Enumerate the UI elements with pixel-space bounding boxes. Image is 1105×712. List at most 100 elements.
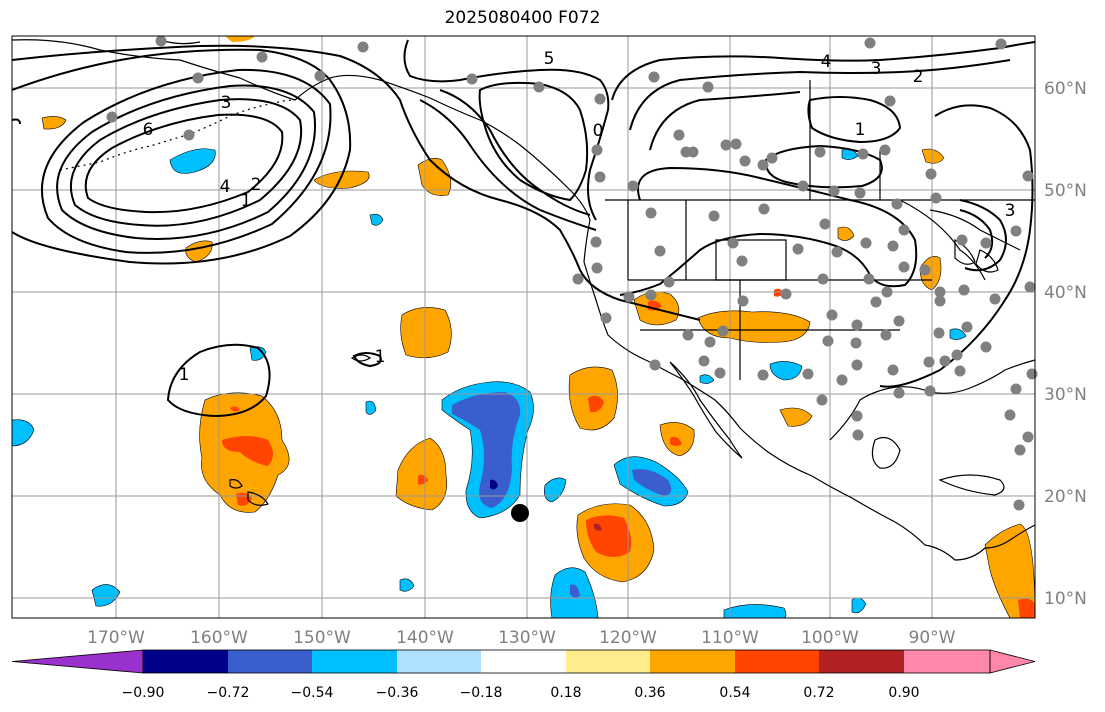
station-marker — [850, 337, 862, 349]
station-marker — [980, 341, 992, 353]
colorbar-tick-label: −0.36 — [376, 685, 419, 701]
station-marker — [816, 394, 828, 406]
strong-positive-anomaly-patch — [230, 406, 240, 412]
contour-label: 1 — [241, 191, 252, 211]
colorbar-swatch — [143, 650, 228, 673]
station-marker — [995, 38, 1007, 50]
station-marker — [623, 291, 635, 303]
negative-anomaly-patch — [169, 148, 216, 174]
longitude-label: 120°W — [599, 628, 657, 648]
station-marker — [864, 37, 876, 49]
station-marker — [802, 368, 814, 380]
positive-anomaly-patch — [395, 437, 447, 511]
negative-anomaly-patch — [365, 400, 377, 415]
contour-label: 2 — [251, 175, 262, 195]
station-marker — [594, 93, 606, 105]
station-marker — [758, 203, 770, 215]
longitude-label: 110°W — [701, 628, 759, 648]
station-marker — [314, 70, 326, 82]
station-marker — [357, 41, 369, 53]
colorbar-swatch — [904, 650, 990, 673]
station-marker — [673, 129, 685, 141]
station-marker — [466, 73, 478, 85]
station-marker — [857, 148, 869, 160]
station-marker — [1010, 225, 1022, 237]
station-marker — [884, 95, 896, 107]
negative-anomaly-patch — [399, 578, 415, 592]
station-marker — [739, 155, 751, 167]
station-marker — [727, 237, 739, 249]
positive-anomaly-patch — [225, 36, 255, 42]
station-marker — [736, 255, 748, 267]
station-marker — [714, 367, 726, 379]
contour-label: 4 — [821, 52, 832, 72]
station-marker — [780, 288, 792, 300]
station-marker — [887, 240, 899, 252]
negative-anomaly-patch — [369, 213, 384, 226]
contour-label: 1 — [855, 120, 866, 140]
map-background — [12, 36, 1035, 618]
station-marker — [591, 144, 603, 156]
station-marker — [757, 159, 769, 171]
longitude-label: 100°W — [801, 628, 859, 648]
colorbar-swatch — [397, 650, 481, 673]
station-marker — [961, 321, 973, 333]
latitude-label: 10°N — [1044, 589, 1087, 609]
station-marker — [1026, 368, 1038, 380]
station-marker — [870, 296, 882, 308]
contour-label: 3 — [221, 93, 232, 113]
colorbar-tick-label: −0.54 — [291, 685, 334, 701]
latitude-label: 30°N — [1044, 385, 1087, 405]
station-marker — [1013, 499, 1025, 511]
station-marker — [893, 315, 905, 327]
station-marker — [893, 387, 905, 399]
station-marker — [939, 355, 951, 367]
station-marker — [934, 295, 946, 307]
station-marker — [594, 171, 606, 183]
station-marker — [737, 295, 749, 307]
station-marker — [898, 261, 910, 273]
station-marker — [645, 289, 657, 301]
station-marker — [831, 246, 843, 258]
station-marker — [730, 138, 742, 150]
colorbar-extend-low — [11, 649, 144, 674]
station-marker — [1010, 383, 1022, 395]
station-marker — [863, 273, 875, 285]
station-marker — [887, 364, 899, 376]
station-marker — [828, 185, 840, 197]
station-marker — [898, 224, 910, 236]
station-marker — [919, 264, 931, 276]
colorbar-tick-label: −0.18 — [460, 685, 503, 701]
longitude-label: 90°W — [909, 628, 956, 648]
negative-anomaly-patch — [699, 374, 715, 384]
colorbar-swatch — [566, 650, 650, 673]
station-marker — [591, 262, 603, 274]
station-marker — [720, 139, 732, 151]
colorbar-swatch — [735, 650, 819, 673]
positive-anomaly-patch — [921, 148, 945, 164]
station-marker — [702, 81, 714, 93]
extreme-negative-anomaly-patch — [490, 479, 498, 490]
colorbar-swatch — [650, 650, 735, 673]
colorbar-swatches — [11, 649, 1036, 674]
longitude-label: 150°W — [293, 628, 351, 648]
positive-anomaly-patch — [41, 116, 67, 130]
station-marker — [891, 198, 903, 210]
contour-label: 3 — [1005, 201, 1016, 221]
positive-anomaly-patch — [837, 226, 855, 241]
colorbar-extend-high — [989, 649, 1036, 674]
colorbar-tick-labels: −0.90 −0.72 −0.54 −0.36 −0.18 0.18 0.36 … — [122, 685, 920, 701]
station-marker — [923, 356, 935, 368]
contour-label: 4 — [220, 177, 231, 197]
station-marker — [851, 410, 863, 422]
station-marker — [1024, 281, 1036, 293]
colorbar-outline — [142, 649, 991, 674]
station-marker — [649, 359, 661, 371]
latitude-label: 20°N — [1044, 487, 1087, 507]
colorbar-tick-label: −0.72 — [207, 685, 250, 701]
very-strong-positive-anomaly-patch — [594, 523, 602, 531]
contour-label: 3 — [871, 59, 882, 79]
station-marker — [572, 273, 584, 285]
station-marker — [822, 335, 834, 347]
station-marker — [698, 355, 710, 367]
